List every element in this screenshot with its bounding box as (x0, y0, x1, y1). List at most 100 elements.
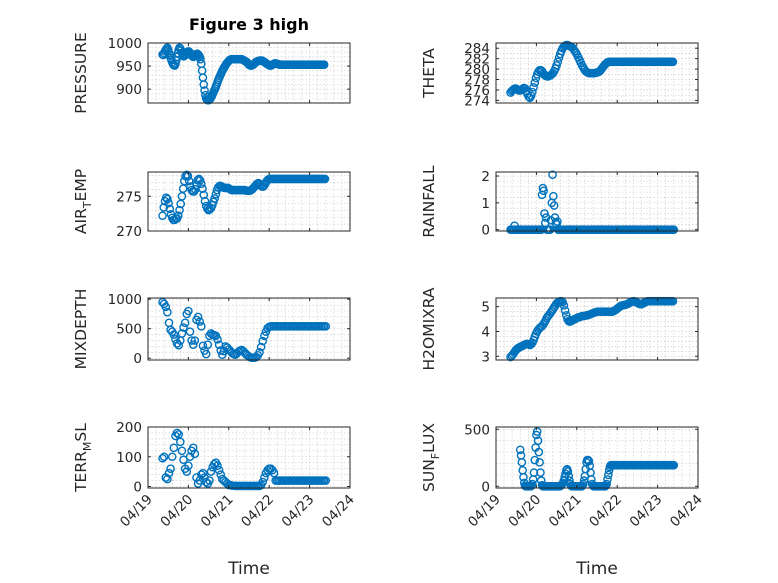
data-point (175, 205, 184, 215)
y-tick-label: 500 (464, 422, 490, 438)
y-axis-label: THETA (420, 48, 438, 99)
data-point (669, 460, 679, 470)
data-point (519, 472, 528, 482)
data-point (214, 465, 224, 475)
y-tick-label: 0 (481, 223, 490, 239)
axes-frame (147, 42, 351, 104)
data-point (532, 430, 541, 440)
y-tick-label: 1 (481, 196, 490, 212)
axes-background (496, 298, 698, 360)
panel-h2omixra: 3 4 5 H2OMIXRA (420, 287, 699, 371)
data-point (553, 57, 563, 67)
y-axis-label-main: THETA (420, 48, 438, 99)
data-point (563, 467, 573, 476)
panel-sun: 0 500 04/19 04/20 04/21 04/22 04/23 04/24 SUNFLU… (420, 422, 706, 579)
y-tick-label: 950 (116, 59, 142, 75)
y-tick-label: 0 (481, 479, 490, 495)
data-point (552, 61, 561, 70)
y-axis-label-main: H2OMIXRA (420, 287, 438, 370)
data-point (177, 329, 187, 338)
data-point (163, 474, 172, 484)
data-point (564, 471, 574, 481)
x-tick-label: 04/23 (627, 492, 666, 531)
data-point (534, 447, 544, 457)
y-tick-label: 275 (116, 189, 142, 205)
y-tick-label: 200 (116, 420, 142, 436)
data-point (669, 225, 679, 234)
data-point (158, 211, 167, 221)
data-point (198, 184, 207, 193)
axes-frame (495, 42, 699, 104)
y-axis-label-main: RAINFALL (420, 165, 438, 238)
data-point (172, 428, 182, 438)
y-axis-label-main: PRESSURE (72, 32, 90, 114)
data-point (603, 475, 612, 484)
x-tick-label: 04/24 (319, 492, 358, 531)
y-axis-label-tail: EMP (72, 169, 90, 202)
data-point (255, 348, 264, 357)
data-point (164, 468, 174, 478)
x-tick-label: 04/19 (465, 492, 504, 531)
data-point (530, 78, 540, 87)
y-axis-label: PRESSURE (72, 32, 90, 114)
y-tick-label: 1000 (108, 292, 142, 308)
data-point (540, 209, 549, 218)
x-axis-label: Time (575, 559, 618, 579)
data-point (190, 336, 200, 345)
data-point (174, 340, 184, 350)
data-point (320, 174, 330, 184)
data-point (560, 306, 570, 315)
axes-frame (495, 171, 699, 232)
data-point (321, 322, 331, 331)
y-tick-label: 282 (464, 52, 490, 68)
y-tick-label: 274 (464, 93, 490, 109)
data-points (506, 170, 679, 234)
data-point (213, 335, 222, 344)
data-points (506, 40, 678, 103)
y-tick-label: 280 (464, 62, 490, 78)
data-point (526, 340, 536, 349)
axes-frame (495, 297, 699, 361)
y-axis-label-main: AIR (72, 208, 90, 234)
y-axis-label: SUNFLUX (420, 423, 442, 492)
y-tick-label: 0 (133, 351, 142, 367)
data-point (256, 342, 266, 352)
data-point (200, 196, 210, 206)
data-point (668, 57, 678, 67)
data-point (187, 336, 196, 345)
data-point (532, 427, 542, 436)
data-point (200, 86, 209, 95)
y-tick-label: 3 (481, 349, 490, 365)
data-point (163, 307, 172, 317)
y-tick-label: 276 (464, 83, 490, 99)
axes-background (496, 172, 698, 231)
data-point (526, 91, 536, 100)
y-tick-label: 0 (133, 480, 142, 496)
data-point (529, 468, 539, 477)
data-point (199, 80, 209, 89)
y-axis-label: H2OMIXRA (420, 287, 438, 370)
data-point (195, 317, 205, 326)
data-point (201, 349, 211, 359)
data-point (161, 302, 171, 312)
data-point (529, 83, 538, 92)
data-point (179, 323, 188, 332)
x-tick-label: 04/19 (117, 492, 156, 531)
data-point (167, 452, 177, 462)
data-point (559, 301, 569, 310)
data-point (541, 213, 551, 222)
data-point (533, 436, 543, 445)
data-point (188, 443, 198, 453)
y-tick-label: 500 (116, 322, 142, 338)
data-point (196, 54, 205, 64)
y-tick-label: 1000 (108, 36, 142, 52)
panel-pressure: 900 950 1000 PRESSURE Figure 3 high (72, 15, 351, 114)
data-point (515, 445, 525, 455)
axes-frame (147, 426, 351, 489)
data-point (185, 327, 195, 336)
data-point (169, 330, 179, 339)
y-axis-label: AIRTEMP (72, 169, 94, 234)
x-tick-label: 04/22 (238, 492, 277, 531)
data-point (549, 191, 558, 201)
